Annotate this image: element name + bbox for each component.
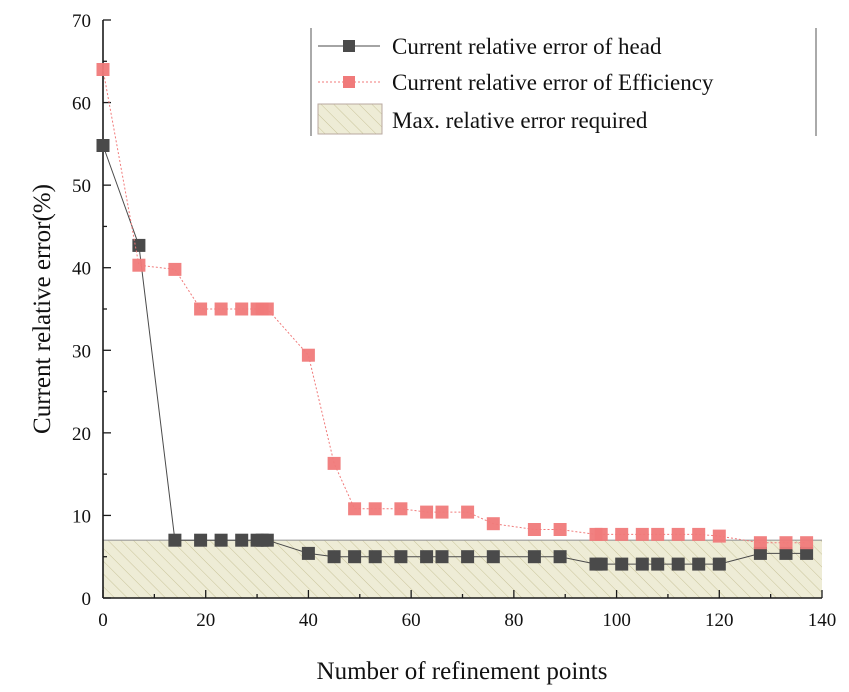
data-point-efficiency [671, 527, 685, 541]
y-tick-label: 0 [82, 589, 92, 610]
data-point-head [260, 533, 274, 547]
data-point-head [594, 557, 608, 571]
data-point-efficiency [651, 527, 665, 541]
y-axis-title: Current relative error(%) [29, 184, 56, 434]
series-efficiency [96, 63, 814, 550]
data-point-head [394, 550, 408, 564]
series-line-efficiency [102, 69, 807, 544]
legend-swatch-band [317, 103, 383, 135]
data-point-efficiency [348, 502, 362, 516]
legend-label-efficiency: Current relative error of Efficiency [392, 70, 714, 95]
data-point-efficiency [800, 536, 814, 550]
data-point-head [527, 550, 541, 564]
data-point-head [194, 533, 208, 547]
x-tick-label: 100 [602, 610, 631, 631]
data-point-head [168, 533, 182, 547]
y-tick-label: 60 [72, 94, 91, 115]
x-tick-label: 140 [808, 610, 837, 631]
y-tick-label: 30 [72, 341, 91, 362]
data-point-efficiency [615, 527, 629, 541]
data-point-efficiency [96, 63, 110, 76]
data-point-head [712, 557, 726, 571]
data-point-efficiency [692, 527, 706, 541]
series-line-head [102, 145, 807, 565]
legend-marker-efficiency [343, 76, 355, 88]
data-point-head [753, 546, 767, 560]
data-point-efficiency [420, 505, 434, 519]
data-point-efficiency [553, 523, 567, 536]
data-point-efficiency [753, 536, 767, 550]
x-tick-label: 40 [299, 610, 318, 631]
data-point-efficiency [301, 348, 315, 362]
data-point-head [800, 546, 814, 560]
series-head [96, 139, 814, 571]
data-point-efficiency [461, 505, 475, 519]
legend-label-band: Max. relative error required [392, 108, 648, 133]
x-tick-label: 120 [705, 610, 734, 631]
data-point-head [214, 533, 228, 547]
data-point-head [132, 238, 146, 252]
data-point-efficiency [214, 302, 228, 316]
y-tick-label: 20 [72, 424, 91, 445]
legend: Current relative error of head Current r… [310, 28, 817, 136]
data-point-head [779, 546, 793, 560]
data-point-efficiency [712, 529, 726, 543]
y-tick-label: 70 [72, 11, 91, 32]
data-point-head [96, 139, 110, 152]
x-tick-label: 60 [402, 610, 421, 631]
data-point-head [651, 557, 665, 571]
data-point-head [486, 550, 500, 564]
data-point-head [692, 557, 706, 571]
x-tick-label: 0 [98, 610, 108, 631]
legend-marker-head [343, 40, 355, 52]
data-point-efficiency [368, 502, 382, 516]
data-point-efficiency [235, 302, 249, 316]
data-point-head [671, 557, 685, 571]
data-point-efficiency [168, 262, 182, 276]
x-tick-label: 80 [504, 610, 523, 631]
y-tick-label: 50 [72, 176, 91, 197]
data-point-efficiency [194, 302, 208, 316]
data-point-efficiency [779, 536, 793, 550]
data-point-efficiency [527, 523, 541, 536]
data-point-efficiency [486, 517, 500, 531]
series-layer [96, 63, 814, 571]
data-point-efficiency [435, 505, 449, 519]
y-tick-label: 40 [72, 259, 91, 280]
data-point-head [635, 557, 649, 571]
y-tick-label: 10 [72, 506, 91, 527]
data-point-head [420, 550, 434, 564]
legend-label-head: Current relative error of head [392, 34, 662, 59]
data-point-head [301, 546, 315, 560]
x-ticks: 0 20 40 60 80 100 120 140 [98, 590, 836, 631]
data-point-efficiency [132, 258, 146, 272]
data-point-head [435, 550, 449, 564]
data-point-efficiency [260, 302, 274, 316]
data-point-efficiency [327, 456, 341, 470]
y-ticks: 0 10 20 30 40 50 60 70 [72, 11, 111, 610]
data-point-efficiency [594, 527, 608, 541]
data-point-head [368, 550, 382, 564]
data-point-head [553, 550, 567, 564]
data-point-head [235, 533, 249, 547]
data-point-head [327, 550, 341, 564]
x-axis-title: Number of refinement points [317, 658, 608, 685]
data-point-head [461, 550, 475, 564]
x-tick-label: 20 [196, 610, 215, 631]
data-point-efficiency [635, 527, 649, 541]
data-point-head [348, 550, 362, 564]
data-point-efficiency [394, 502, 408, 516]
data-point-head [615, 557, 629, 571]
